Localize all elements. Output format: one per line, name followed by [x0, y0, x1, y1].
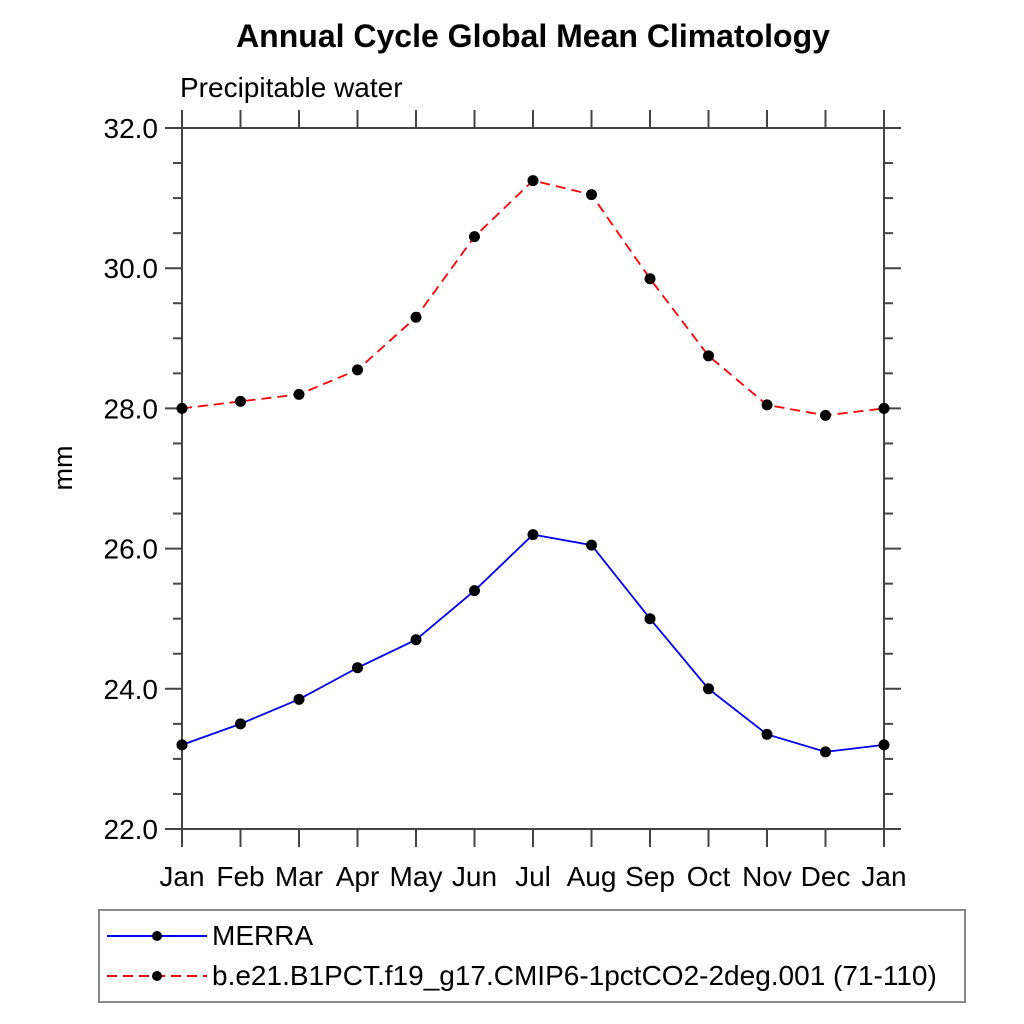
axes-frame	[165, 110, 901, 847]
svg-text:Sep: Sep	[625, 861, 675, 892]
legend-entry: b.e21.B1PCT.f19_g17.CMIP6-1pctCO2-2deg.0…	[100, 956, 964, 996]
legend-line-sample	[107, 971, 207, 981]
svg-text:32.0: 32.0	[104, 113, 159, 144]
legend-box: MERRA b.e21.B1PCT.f19_g17.CMIP6-1pctCO2-2…	[98, 909, 966, 1003]
svg-text:Feb: Feb	[216, 861, 264, 892]
svg-text:30.0: 30.0	[104, 253, 159, 284]
legend-entry: MERRA	[100, 916, 964, 956]
svg-text:Jan: Jan	[861, 861, 906, 892]
svg-text:Mar: Mar	[275, 861, 323, 892]
legend-label: MERRA	[212, 920, 314, 951]
series-line-0	[181, 533, 885, 753]
series-markers-1	[176, 175, 890, 421]
svg-text:24.0: 24.0	[104, 674, 159, 705]
y-axis-tick-labels: 22.0 24.0 26.0 28.0 30.0 32.0	[104, 113, 159, 845]
legend-label: b.e21.B1PCT.f19_g17.CMIP6-1pctCO2-2deg.0…	[212, 960, 937, 991]
svg-text:Nov: Nov	[742, 861, 792, 892]
series-line-1	[181, 179, 885, 417]
svg-text:Jan: Jan	[159, 861, 204, 892]
svg-text:Dec: Dec	[801, 861, 851, 892]
series-markers-0	[176, 529, 890, 758]
chart-title: Annual Cycle Global Mean Climatology	[236, 18, 830, 54]
svg-text:Apr: Apr	[336, 861, 380, 892]
legend-line-sample	[107, 931, 207, 941]
svg-text:28.0: 28.0	[104, 393, 159, 424]
svg-text:May: May	[390, 861, 443, 892]
svg-text:Jun: Jun	[452, 861, 497, 892]
svg-text:Oct: Oct	[687, 861, 731, 892]
x-axis-tick-labels: Jan Feb Mar Apr May Jun Jul Aug Sep Oct Nov Dec Jan	[159, 861, 906, 892]
svg-text:Jul: Jul	[515, 861, 551, 892]
svg-text:26.0: 26.0	[104, 534, 159, 565]
chart-subtitle: Precipitable water	[180, 72, 403, 103]
svg-text:Aug: Aug	[567, 861, 617, 892]
svg-text:22.0: 22.0	[104, 814, 159, 845]
